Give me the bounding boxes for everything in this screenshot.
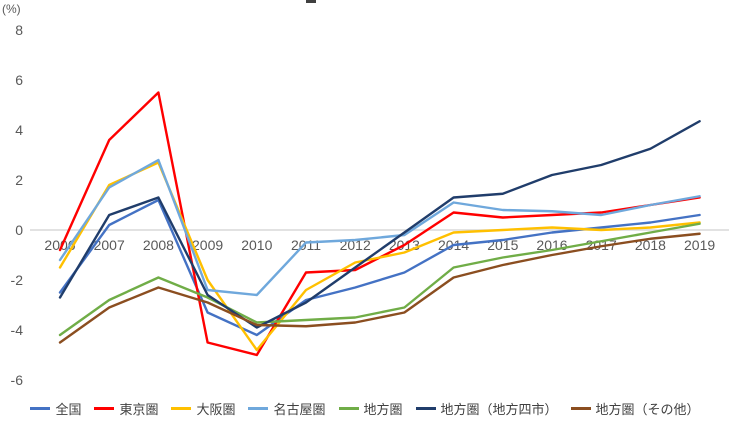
legend-item-大阪圏: 大阪圏 [171, 399, 235, 418]
y-tick-label: 6 [15, 72, 23, 88]
x-tick-label-2019: 2019 [684, 237, 715, 253]
legend-label-地方圏（その他）: 地方圏（その他） [595, 401, 700, 417]
cropped-title-artifact [306, 0, 316, 3]
y-tick-label: -6 [11, 372, 24, 388]
legend-label-東京圏: 東京圏 [119, 401, 159, 417]
legend-item-東京圏: 東京圏 [94, 399, 158, 418]
legend-swatch-大阪圏 [171, 406, 192, 410]
legend-label-名古屋圏: 名古屋圏 [273, 401, 326, 417]
legend-label-全国: 全国 [55, 401, 82, 417]
y-tick-label: 8 [15, 22, 23, 38]
series-line-地方圏 [58, 222, 701, 337]
x-tick-label-2009: 2009 [192, 237, 223, 253]
y-axis-unit-label: (%) [2, 2, 21, 16]
legend-item-全国: 全国 [30, 399, 81, 418]
y-tick-label: 0 [15, 222, 23, 238]
y-tick-label: -4 [11, 322, 24, 338]
legend-swatch-地方圏（その他） [570, 406, 591, 410]
x-tick-label-2011: 2011 [291, 237, 321, 253]
x-tick-label-2010: 2010 [241, 237, 272, 253]
legend-item-地方圏（地方四市）: 地方圏（地方四市） [415, 399, 558, 418]
x-tick-label-2008: 2008 [143, 237, 174, 253]
legend-swatch-名古屋圏 [248, 406, 269, 410]
y-tick-label: 4 [15, 122, 23, 138]
legend-label-地方圏: 地方圏 [363, 401, 403, 417]
legend-label-大阪圏: 大阪圏 [196, 401, 236, 417]
legend-item-地方圏（その他）: 地方圏（その他） [570, 399, 700, 418]
series-line-全国 [58, 198, 701, 337]
series-line-東京圏 [58, 91, 701, 357]
y-tick-label: 2 [15, 172, 23, 188]
legend-item-地方圏: 地方圏 [338, 399, 403, 418]
legend-swatch-全国 [30, 406, 51, 410]
legend-swatch-地方圏（地方四市） [415, 406, 436, 410]
series-line-地方圏（その他） [58, 232, 701, 344]
legend-label-地方圏（地方四市）: 地方圏（地方四市） [440, 401, 558, 417]
legend-swatch-東京圏 [94, 406, 115, 410]
chart-legend: 全国 東京圏 大阪圏 名古屋圏 地方圏 地方圏（地方四市） 地方圏（その他） [0, 396, 730, 420]
legend-swatch-地方圏 [338, 406, 359, 410]
legend-item-名古屋圏: 名古屋圏 [248, 399, 326, 418]
y-tick-label: -2 [11, 272, 24, 288]
series-line-地方圏（地方四市） [58, 120, 701, 329]
x-tick-label-2007: 2007 [94, 237, 125, 253]
series-line-名古屋圏 [58, 158, 701, 297]
